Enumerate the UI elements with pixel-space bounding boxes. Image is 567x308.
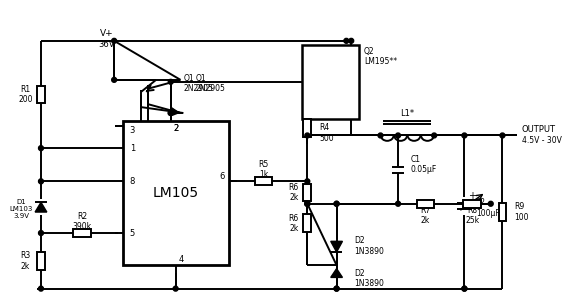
Circle shape	[168, 79, 173, 84]
Text: C2
100μF: C2 100μF	[476, 198, 500, 218]
Circle shape	[431, 133, 437, 138]
Circle shape	[173, 286, 178, 291]
Text: R5
1k: R5 1k	[259, 160, 269, 179]
Text: D2
1N3890: D2 1N3890	[354, 237, 384, 256]
Polygon shape	[331, 241, 342, 252]
Text: D1
LM103
3.9V: D1 LM103 3.9V	[10, 199, 33, 219]
Text: 6: 6	[219, 172, 225, 181]
Text: R4
500: R4 500	[319, 123, 333, 143]
Bar	[417, 200, 434, 208]
Bar	[303, 184, 311, 201]
Bar	[303, 120, 311, 137]
Bar	[302, 45, 359, 119]
Bar	[463, 200, 481, 208]
Text: L1*: L1*	[400, 110, 414, 119]
Polygon shape	[35, 202, 47, 212]
Circle shape	[39, 231, 44, 235]
Text: V+: V+	[100, 29, 113, 38]
Text: 5: 5	[130, 229, 135, 237]
Text: D2
1N3890: D2 1N3890	[354, 269, 384, 288]
Bar	[73, 229, 91, 237]
Text: C1
0.05μF: C1 0.05μF	[411, 155, 437, 174]
Circle shape	[462, 286, 467, 291]
Bar	[255, 177, 272, 185]
Text: 2: 2	[174, 124, 179, 133]
Text: 4.5V - 30V: 4.5V - 30V	[522, 136, 562, 145]
Circle shape	[349, 38, 354, 43]
Text: R7
2k: R7 2k	[420, 206, 430, 225]
Circle shape	[39, 286, 44, 291]
Bar	[37, 252, 45, 270]
Circle shape	[378, 133, 383, 138]
Circle shape	[305, 133, 310, 138]
Text: +: +	[468, 192, 476, 201]
Text: 2: 2	[174, 124, 179, 133]
Circle shape	[344, 38, 349, 43]
Bar	[498, 203, 506, 221]
Circle shape	[396, 201, 400, 206]
Circle shape	[396, 133, 400, 138]
Circle shape	[334, 201, 339, 206]
Text: 1: 1	[130, 144, 135, 153]
Text: 4: 4	[179, 255, 184, 264]
Circle shape	[168, 111, 173, 116]
Text: 36V: 36V	[98, 40, 115, 49]
Text: Q1
2N2905: Q1 2N2905	[195, 74, 225, 93]
Text: LM105: LM105	[153, 186, 199, 200]
Circle shape	[488, 201, 493, 206]
Text: Q1
2N2905: Q1 2N2905	[183, 74, 213, 93]
Circle shape	[334, 286, 339, 291]
Text: R6
2k: R6 2k	[289, 213, 299, 233]
Circle shape	[112, 77, 117, 82]
Circle shape	[305, 201, 310, 206]
Text: Q2
LM195**: Q2 LM195**	[364, 47, 397, 66]
Polygon shape	[331, 269, 342, 278]
Circle shape	[39, 146, 44, 151]
Circle shape	[334, 201, 339, 206]
Circle shape	[305, 201, 310, 206]
Bar	[123, 121, 229, 265]
Circle shape	[462, 286, 467, 291]
Text: OUTPUT: OUTPUT	[522, 125, 556, 134]
Circle shape	[168, 111, 173, 116]
Circle shape	[462, 133, 467, 138]
Text: R9
100: R9 100	[514, 202, 528, 222]
Bar	[303, 214, 311, 232]
Text: R1
200: R1 200	[18, 85, 33, 104]
Circle shape	[39, 179, 44, 184]
Bar	[37, 86, 45, 103]
Circle shape	[500, 133, 505, 138]
Text: 3: 3	[130, 126, 135, 135]
Text: 8: 8	[130, 177, 135, 186]
Text: R8
25k: R8 25k	[465, 206, 479, 225]
Circle shape	[112, 38, 117, 43]
Text: R6
2k: R6 2k	[289, 183, 299, 202]
Text: R2
390k: R2 390k	[73, 212, 91, 231]
Circle shape	[305, 201, 310, 206]
Text: R3
2k: R3 2k	[20, 251, 31, 270]
Circle shape	[305, 179, 310, 184]
Circle shape	[334, 286, 339, 291]
